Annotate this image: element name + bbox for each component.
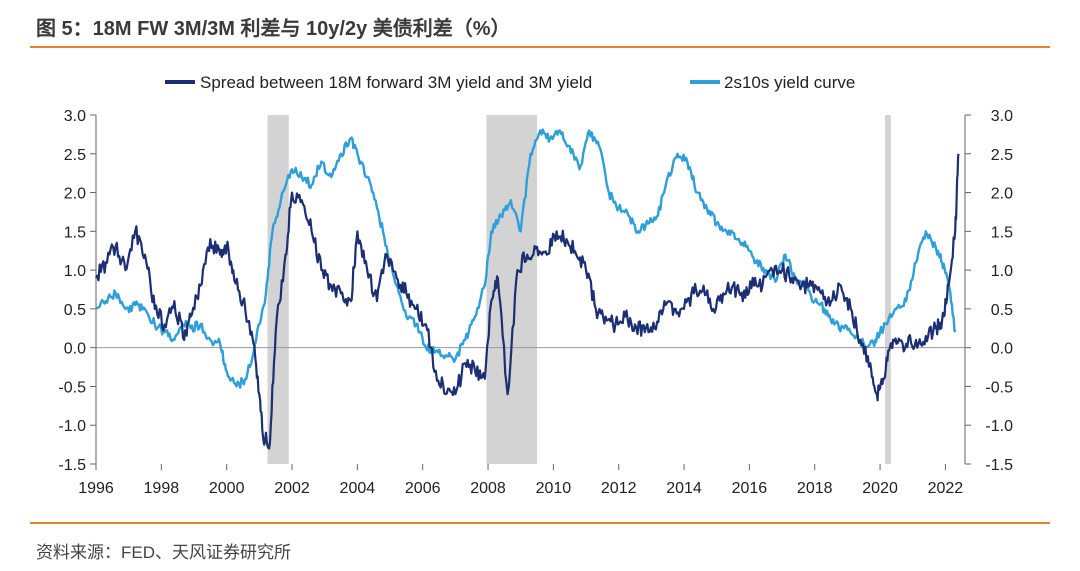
chart: 3.0 2.5 2.0 1.5 1.0 0.5 0.0 -0.5 -1.0 -1.5 3.0 2.5… <box>58 73 1013 497</box>
left-tick-label-3: 1.5 <box>64 224 86 241</box>
x-tick-label-12: 2020 <box>862 480 898 497</box>
x-tick-label-10: 2016 <box>732 480 768 497</box>
right-tick-label-9: -1.5 <box>985 457 1013 474</box>
right-tick-label-0: 3.0 <box>991 108 1013 125</box>
x-tick-label-9: 2014 <box>666 480 702 497</box>
right-y-ticks: 3.0 2.5 2.0 1.5 1.0 0.5 0.0 -0.5 -1.0 -1.5 <box>965 108 1013 474</box>
right-tick-label-4: 1.0 <box>991 263 1013 280</box>
right-tick-label-7: -0.5 <box>985 379 1013 396</box>
series-line-2s10s <box>95 128 957 389</box>
source-note: 资料来源：FED、天风证券研究所 <box>36 543 291 562</box>
x-tick-label-13: 2022 <box>928 480 964 497</box>
left-tick-label-7: -0.5 <box>58 379 86 396</box>
right-tick-label-8: -1.0 <box>985 418 1013 435</box>
x-tick-label-1: 1998 <box>144 480 180 497</box>
legend-label-2s10s: 2s10s yield curve <box>724 73 855 92</box>
figure-title: 图 5：18M FW 3M/3M 利差与 10y/2y 美债利差（%） <box>36 18 511 40</box>
right-tick-label-1: 2.5 <box>991 147 1013 164</box>
x-ticks: 1996 1998 2000 2002 2004 2006 2008 2010 2012 2014… <box>78 464 963 497</box>
x-tick-label-8: 2012 <box>601 480 637 497</box>
series-lines <box>95 128 960 450</box>
right-tick-label-3: 1.5 <box>991 224 1013 241</box>
left-tick-label-1: 2.5 <box>64 147 86 164</box>
x-tick-label-11: 2018 <box>797 480 833 497</box>
top-divider <box>30 46 1050 48</box>
x-tick-label-7: 2010 <box>536 480 572 497</box>
x-tick-label-0: 1996 <box>78 480 114 497</box>
x-tick-label-4: 2004 <box>340 480 376 497</box>
right-tick-label-2: 2.0 <box>991 186 1013 203</box>
left-tick-label-5: 0.5 <box>64 302 86 319</box>
x-tick-label-6: 2008 <box>470 480 506 497</box>
left-tick-label-0: 3.0 <box>64 108 86 125</box>
left-tick-label-2: 2.0 <box>64 186 86 203</box>
left-tick-label-9: -1.5 <box>58 457 86 474</box>
recession-band-2 <box>884 115 891 464</box>
bottom-divider <box>30 522 1050 524</box>
x-tick-label-2: 2000 <box>209 480 245 497</box>
legend-label-spread: Spread between 18M forward 3M yield and … <box>200 73 592 92</box>
right-tick-label-6: 0.0 <box>991 341 1013 358</box>
legend: Spread between 18M forward 3M yield and … <box>165 73 855 92</box>
series-line-spread <box>95 153 960 450</box>
x-tick-label-3: 2002 <box>274 480 310 497</box>
left-tick-label-4: 1.0 <box>64 263 86 280</box>
left-tick-label-6: 0.0 <box>64 341 86 358</box>
left-tick-label-8: -1.0 <box>58 418 86 435</box>
right-tick-label-5: 0.5 <box>991 302 1013 319</box>
left-y-ticks: 3.0 2.5 2.0 1.5 1.0 0.5 0.0 -0.5 -1.0 -1.5 <box>58 108 96 474</box>
x-tick-label-5: 2006 <box>405 480 441 497</box>
